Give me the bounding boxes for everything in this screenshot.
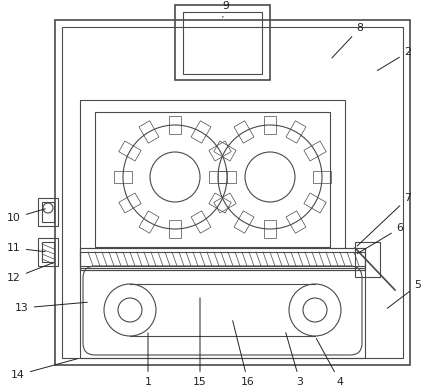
Bar — [38, 198, 58, 226]
Text: 11: 11 — [7, 243, 45, 253]
Bar — [38, 238, 58, 266]
Bar — [80, 100, 345, 255]
Text: 16: 16 — [233, 321, 255, 387]
Bar — [80, 252, 365, 266]
Text: 14: 14 — [11, 359, 78, 380]
Text: 1: 1 — [144, 333, 152, 387]
Bar — [355, 242, 380, 277]
Bar — [175, 5, 270, 80]
Bar — [95, 112, 330, 247]
Bar — [55, 20, 410, 365]
Bar — [80, 248, 365, 270]
Text: 5: 5 — [387, 280, 421, 308]
Text: 10: 10 — [7, 209, 45, 223]
Text: 4: 4 — [316, 338, 343, 387]
Text: 6: 6 — [358, 223, 404, 254]
Bar — [42, 242, 54, 262]
Text: 2: 2 — [377, 47, 412, 70]
Text: 7: 7 — [357, 193, 412, 246]
Bar — [42, 202, 54, 222]
Bar — [62, 27, 403, 358]
Text: 3: 3 — [286, 333, 303, 387]
Bar — [183, 12, 262, 74]
Text: 15: 15 — [193, 298, 207, 387]
Text: 9: 9 — [222, 1, 229, 18]
Bar — [80, 248, 365, 270]
Text: 8: 8 — [332, 23, 363, 58]
Bar — [80, 268, 365, 358]
Text: 13: 13 — [15, 302, 87, 313]
Text: 12: 12 — [7, 263, 52, 283]
